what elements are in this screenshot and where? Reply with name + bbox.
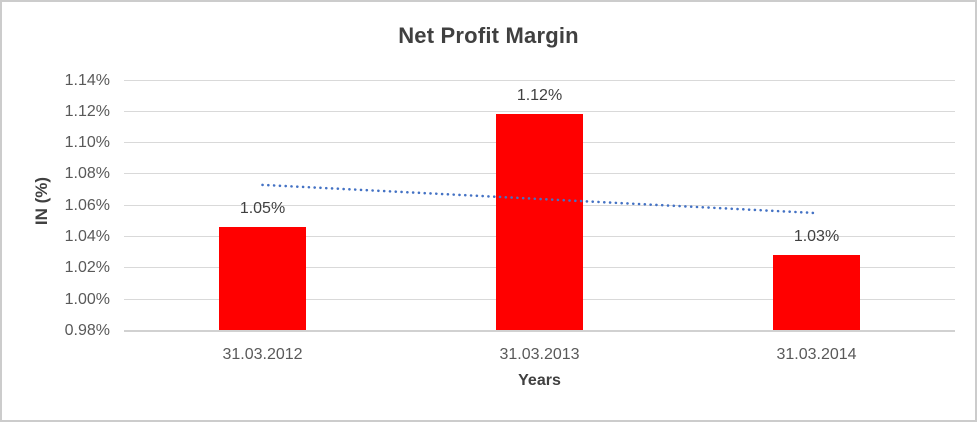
y-tick-label: 1.06% — [64, 196, 110, 214]
y-tick-label: 1.02% — [64, 259, 110, 277]
gridline — [124, 110, 955, 112]
bar — [496, 114, 583, 331]
bar-data-label: 1.03% — [793, 228, 840, 246]
x-category-label: 31.03.2014 — [776, 346, 857, 363]
bar — [773, 255, 860, 331]
gridline — [124, 79, 955, 81]
bar — [219, 227, 306, 331]
y-tick-label: 1.04% — [64, 228, 110, 246]
bar-data-label: 1.12% — [516, 87, 563, 105]
chart-title: Net Profit Margin — [398, 23, 579, 48]
y-tick-label: 1.08% — [64, 165, 110, 183]
x-category-label: 31.03.2012 — [222, 346, 303, 363]
y-tick-label: 1.12% — [64, 102, 110, 120]
y-tick-label: 1.14% — [64, 71, 110, 89]
x-category-label: 31.03.2013 — [499, 346, 580, 363]
bar-data-label: 1.05% — [239, 200, 286, 218]
y-tick-label: 1.00% — [64, 290, 110, 308]
y-tick-label: 0.98% — [64, 322, 110, 339]
y-tick-label: 1.10% — [64, 134, 110, 152]
x-axis-line — [124, 329, 955, 332]
x-axis-title: Years — [518, 372, 561, 389]
